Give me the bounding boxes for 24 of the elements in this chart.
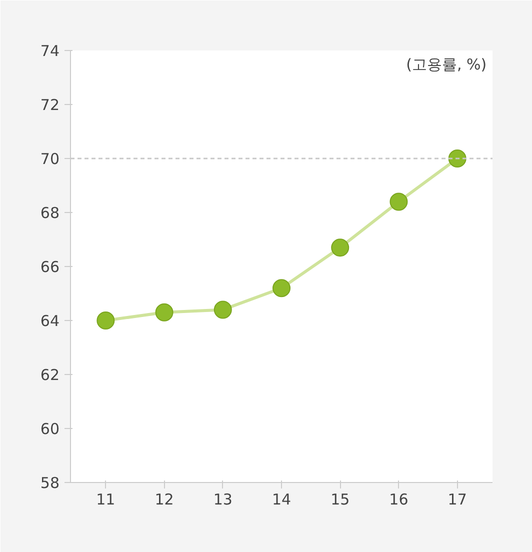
point bbox=[272, 279, 290, 298]
annotation: (고용률, %) bbox=[406, 56, 487, 74]
x-tick-label: 11 bbox=[96, 490, 116, 508]
point bbox=[331, 238, 350, 257]
x-tick-label: 15 bbox=[330, 490, 350, 508]
y-tick-label: 74 bbox=[40, 42, 60, 60]
y-tick-label: 66 bbox=[40, 258, 60, 276]
point bbox=[448, 150, 466, 168]
y-tick-label: 62 bbox=[40, 366, 60, 384]
y-tick-label: 68 bbox=[40, 204, 60, 222]
y-tick-label: 64 bbox=[40, 312, 60, 330]
y-tick-label: 70 bbox=[40, 150, 60, 168]
point bbox=[214, 300, 232, 319]
point bbox=[155, 303, 174, 322]
x-tick-label: 17 bbox=[448, 490, 467, 508]
x-tick-label: 13 bbox=[213, 490, 232, 508]
y-tick-label: 58 bbox=[40, 474, 60, 492]
point bbox=[390, 192, 408, 211]
y-tick-label: 60 bbox=[40, 420, 60, 438]
point bbox=[96, 312, 115, 330]
x-tick-label: 14 bbox=[272, 490, 292, 508]
x-tick-label: 12 bbox=[154, 490, 174, 508]
x-tick-label: 16 bbox=[389, 490, 408, 508]
y-tick-label: 72 bbox=[40, 96, 60, 114]
